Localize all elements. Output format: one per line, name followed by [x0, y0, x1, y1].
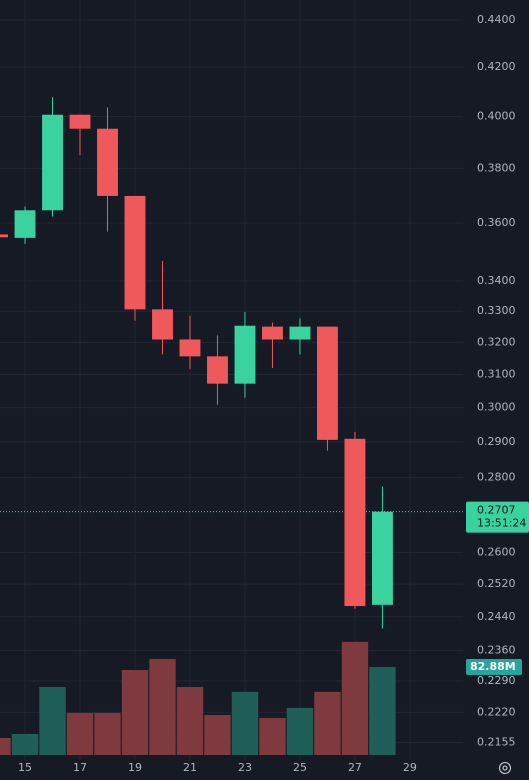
volume-bar	[0, 738, 11, 755]
volume-bar	[259, 717, 286, 755]
candle-body	[262, 326, 283, 340]
y-tick-label: 0.3000	[477, 401, 516, 414]
volume-bar	[314, 691, 341, 755]
volume-bar	[39, 687, 66, 755]
y-tick-label: 0.3800	[477, 161, 516, 174]
volume-bar	[204, 714, 231, 755]
y-tick-label: 0.3200	[477, 335, 516, 348]
x-tick-label: 23	[238, 761, 252, 774]
y-tick-label: 0.4400	[477, 13, 516, 26]
settings-icon[interactable]	[498, 761, 512, 775]
volume-label-box	[466, 658, 522, 675]
volume-bar	[121, 670, 149, 755]
volume-bar	[94, 712, 121, 755]
volume-bar	[341, 641, 369, 755]
y-tick-label: 0.4200	[477, 60, 516, 73]
x-tick-label: 27	[348, 761, 362, 774]
volume-bar	[176, 687, 204, 755]
volume-bar	[149, 658, 176, 755]
y-tick-label: 0.3400	[477, 274, 516, 287]
countdown-label: 13:51:24	[477, 517, 526, 530]
y-tick-label: 0.2600	[477, 545, 516, 558]
candle-body	[371, 511, 393, 605]
y-tick-label: 0.3300	[477, 304, 516, 317]
last-price-label: 0.2707	[477, 504, 516, 517]
y-tick-label: 0.2800	[477, 470, 516, 483]
volume-bar	[231, 691, 259, 755]
volume-value-label: 82.88M	[470, 660, 516, 673]
candle-body	[179, 339, 201, 357]
candle-body	[234, 325, 256, 384]
y-tick-label: 0.2440	[477, 610, 516, 623]
x-tick-label: 15	[18, 761, 32, 774]
y-tick-label: 0.2290	[477, 674, 516, 687]
y-tick-label: 0.3100	[477, 367, 516, 380]
candle-body	[69, 114, 91, 129]
candle-body	[14, 210, 36, 238]
x-tick-label: 29	[403, 761, 417, 774]
volume-bar	[369, 666, 396, 755]
volume-pane	[0, 641, 396, 755]
candle-body	[42, 114, 63, 211]
y-tick-label: 0.2900	[477, 435, 516, 448]
volume-bar	[11, 733, 39, 755]
x-tick-label: 25	[293, 761, 307, 774]
y-tick-label: 0.4000	[477, 110, 516, 123]
x-tick-label: 21	[183, 761, 197, 774]
candle-body	[207, 356, 228, 384]
y-tick-label: 0.2220	[477, 705, 516, 718]
y-tick-label: 0.2520	[477, 577, 516, 590]
x-tick-label: 19	[128, 761, 142, 774]
y-tick-label: 0.3600	[477, 216, 516, 229]
x-tick-label: 17	[73, 761, 87, 774]
volume-bar	[66, 712, 94, 755]
candle-body	[317, 326, 338, 440]
candle-body	[344, 438, 366, 607]
volume-bar	[286, 707, 314, 755]
axes: 0.4400 0.4200 0.4000 0.3800 0.3600 0.3400 0.33…	[18, 13, 529, 774]
y-tick-label: 0.2155	[477, 735, 516, 748]
price-pane	[0, 97, 393, 629]
candle-body	[97, 128, 118, 196]
candle-body	[124, 195, 146, 310]
last-price-box	[466, 501, 529, 533]
candle-body	[152, 309, 173, 340]
candle-body	[0, 234, 8, 238]
candle-body	[289, 326, 311, 340]
y-tick-label: 0.2360	[477, 644, 516, 657]
